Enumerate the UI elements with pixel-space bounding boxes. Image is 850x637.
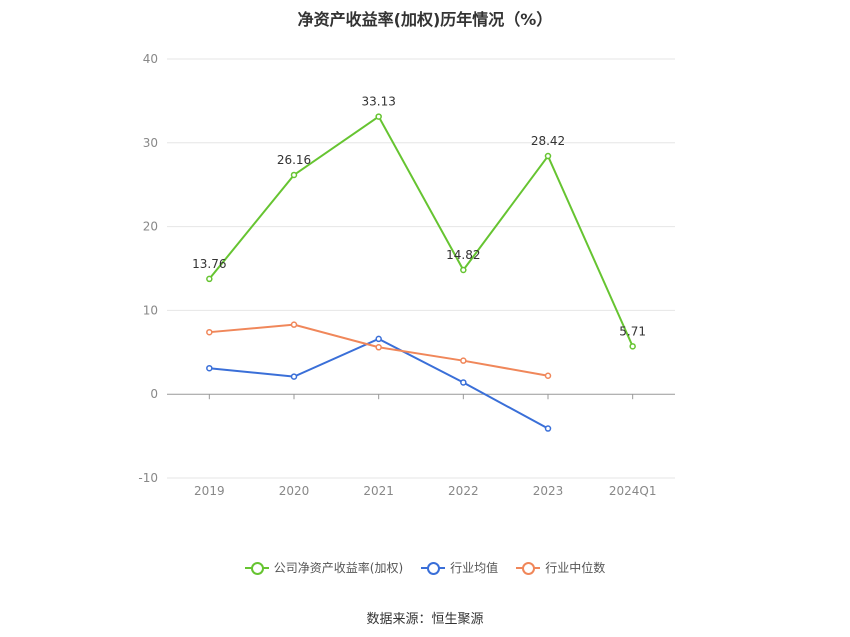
data-label: 5.71: [619, 324, 646, 338]
legend-marker-icon: [421, 561, 446, 575]
data-point: [460, 379, 467, 386]
data-point: [544, 425, 552, 432]
data-label: 26.16: [277, 153, 311, 167]
x-tick-label: 2019: [194, 484, 225, 498]
legend-label: 行业均值: [450, 561, 499, 575]
y-tick-label: -10: [138, 471, 158, 485]
data-label: 14.82: [446, 248, 480, 262]
x-tick-label: 2024Q1: [609, 484, 657, 498]
legend-label: 公司净资产收益率(加权): [273, 561, 404, 575]
data-point: [206, 364, 213, 372]
x-tick-label: 2022: [448, 484, 479, 498]
data-point: [460, 357, 467, 364]
data-point: [375, 335, 382, 343]
y-tick-label: 10: [143, 303, 158, 317]
data-point: [629, 343, 636, 350]
data-point: [460, 266, 467, 274]
y-tick-label: 40: [143, 52, 158, 66]
data-source: 数据来源：恒生聚源: [366, 612, 484, 627]
data-point: [290, 321, 298, 328]
x-tick-label: 2021: [363, 484, 394, 498]
data-point: [206, 328, 213, 336]
data-label: 33.13: [361, 95, 395, 109]
data-label: 28.42: [531, 134, 565, 148]
x-tick-label: 2020: [279, 484, 310, 498]
series-line-1: [208, 115, 634, 347]
series-line-2: [209, 337, 549, 430]
y-tick-label: 0: [150, 387, 158, 401]
chart-title: 净资产收益率(加权)历年情况（%）: [297, 10, 553, 29]
data-point: [544, 152, 552, 160]
legend-marker-icon: [244, 561, 269, 575]
data-point: [544, 372, 552, 380]
y-tick-label: 20: [143, 220, 158, 234]
data-point: [290, 171, 298, 179]
data-point: [375, 344, 382, 351]
chart-legend: 公司净资产收益率(加权) 行业均值 行业中位数: [0, 559, 850, 576]
legend-item-1[interactable]: 公司净资产收益率(加权): [244, 559, 404, 576]
legend-item-2[interactable]: 行业均值: [421, 559, 498, 576]
data-point: [290, 373, 298, 380]
data-point: [375, 113, 382, 120]
data-point: [206, 275, 213, 283]
legend-label: 行业中位数: [545, 561, 606, 575]
legend-marker-icon: [516, 561, 541, 575]
x-tick-label: 2023: [533, 484, 564, 498]
data-label: 13.76: [192, 257, 226, 271]
y-tick-label: 30: [143, 136, 158, 150]
legend-item-3[interactable]: 行业中位数: [516, 559, 605, 576]
